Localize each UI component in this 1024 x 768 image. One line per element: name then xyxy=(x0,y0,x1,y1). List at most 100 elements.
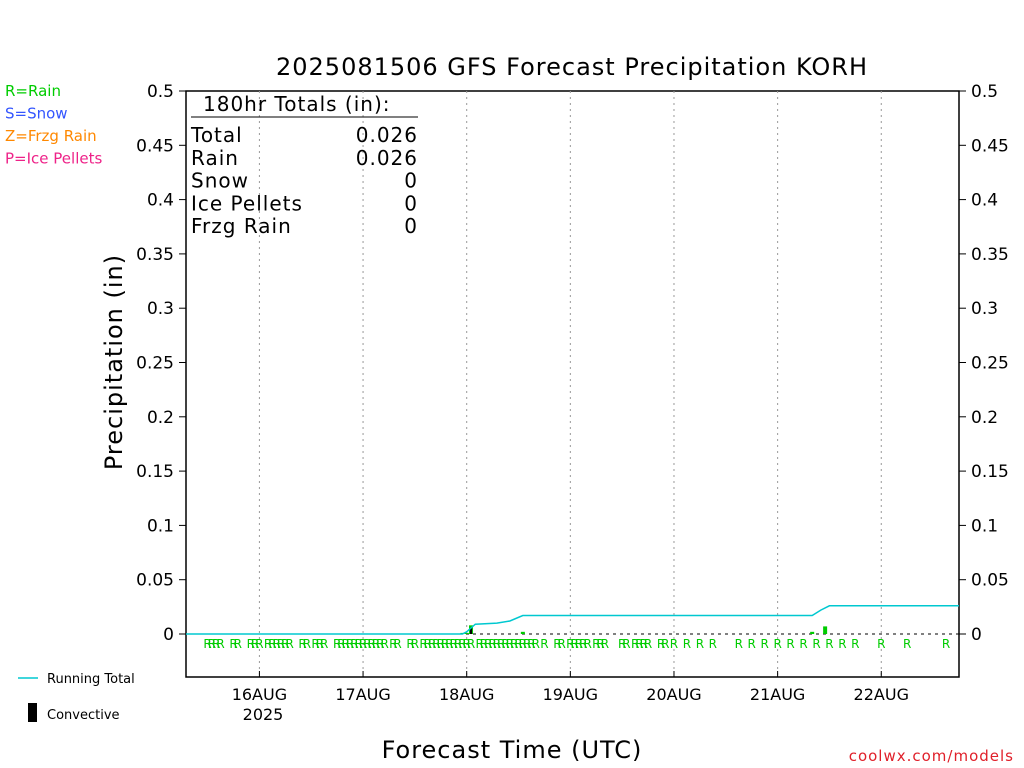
rain-marker: R xyxy=(786,637,794,651)
running-total-legend-label: Running Total xyxy=(47,672,135,687)
chart-title: 2025081506 GFS Forecast Precipitation KO… xyxy=(276,53,868,81)
rain-marker: R xyxy=(838,637,846,651)
rain-marker: R xyxy=(506,637,514,651)
rain-marker: R xyxy=(501,637,509,651)
rain-marker: R xyxy=(592,637,600,651)
rain-marker: R xyxy=(583,637,591,651)
precip-type-legend: R=Rain S=Snow Z=Frzg Rain P=Ice Pellets xyxy=(5,82,102,168)
rain-marker: R xyxy=(575,637,583,651)
rain-marker: R xyxy=(532,637,540,651)
rain-marker: R xyxy=(527,637,535,651)
rain-marker: R xyxy=(683,637,691,651)
rain-marker: R xyxy=(393,637,401,651)
totals-row-label: Total xyxy=(190,123,243,147)
y-tick-label-right: 0.1 xyxy=(971,516,998,536)
rain-marker: R xyxy=(942,637,950,651)
rain-marker: R xyxy=(696,637,704,651)
totals-row-value: 0.026 xyxy=(356,146,418,170)
rain-marker: R xyxy=(320,637,328,651)
y-tick-label-right: 0.4 xyxy=(971,191,998,211)
rain-marker: R xyxy=(480,637,488,651)
rain-marker: R xyxy=(670,637,678,651)
rain-marker: R xyxy=(475,637,483,651)
rain-marker: R xyxy=(363,637,371,651)
rain-marker: R xyxy=(519,637,527,651)
rain-marker: R xyxy=(303,637,311,651)
rain-marker: R xyxy=(523,637,531,651)
rain-marker: R xyxy=(380,637,388,651)
rain-marker: R xyxy=(579,637,587,651)
x-tick-label: 20AUG xyxy=(646,685,701,704)
rain-marker: R xyxy=(540,637,548,651)
rain-bar xyxy=(464,632,469,634)
totals-row-value: 0.026 xyxy=(356,123,418,147)
rain-marker: R xyxy=(458,637,466,651)
rain-marker: R xyxy=(484,637,492,651)
rain-marker: R xyxy=(368,637,376,651)
totals-row-value: 0 xyxy=(404,214,418,238)
rain-marker: R xyxy=(350,637,358,651)
rain-marker: R xyxy=(618,637,626,651)
x-tick-label: 17AUG xyxy=(335,685,390,704)
y-tick-label-right: 0 xyxy=(971,625,982,645)
grid-lines xyxy=(186,91,959,677)
rain-marker: R xyxy=(251,637,259,651)
rain-marker: R xyxy=(640,637,648,651)
rain-marker: R xyxy=(553,637,561,651)
rain-marker: R xyxy=(510,637,518,651)
rain-marker: R xyxy=(229,637,237,651)
rain-marker: R xyxy=(247,637,255,651)
legend-item-1: S=Snow xyxy=(5,105,68,123)
y-axis-label: Precipitation (in) xyxy=(100,254,128,470)
rain-marker: R xyxy=(851,637,859,651)
rain-marker: R xyxy=(748,637,756,651)
precip-bars xyxy=(460,625,828,634)
rain-marker: R xyxy=(437,637,445,651)
y-tick-label-left: 0.15 xyxy=(136,462,174,482)
y-tick-label-left: 0 xyxy=(163,625,174,645)
y-tick-label-left: 0.25 xyxy=(136,354,174,374)
totals-row-label: Snow xyxy=(191,169,249,193)
rain-marker: R xyxy=(760,637,768,651)
x-axis-ticks: 16AUG 17AUG 18AUG 19AUG 20AUG 21AUG 22AUG xyxy=(232,671,909,704)
rain-marker: R xyxy=(268,637,276,651)
rain-marker: R xyxy=(273,637,281,651)
convective-legend-label: Convective xyxy=(47,708,120,723)
rain-marker: R xyxy=(497,637,505,651)
rain-marker: R xyxy=(514,637,522,651)
rain-marker: R xyxy=(406,637,414,651)
rain-marker: R xyxy=(359,637,367,651)
rain-marker: R xyxy=(570,637,578,651)
y-tick-label-left: 0.45 xyxy=(136,136,174,156)
x-tick-label: 18AUG xyxy=(439,685,494,704)
rain-marker: R xyxy=(428,637,436,651)
totals-row-value: 0 xyxy=(404,169,418,193)
y-tick-label-left: 0.1 xyxy=(147,516,174,536)
totals-rows: Total 0.026 Rain 0.026 Snow 0 Ice Pellets 0 Frzg… xyxy=(190,123,418,238)
rain-marker: R xyxy=(424,637,432,651)
rain-marker: R xyxy=(735,637,743,651)
rain-marker: R xyxy=(212,637,220,651)
rain-marker: R xyxy=(661,637,669,651)
rain-marker: R xyxy=(463,637,471,651)
rain-marker: R xyxy=(337,637,345,651)
y-tick-label-left: 0.5 xyxy=(147,82,174,102)
rain-marker: R xyxy=(635,637,643,651)
rain-marker: R xyxy=(333,637,341,651)
year-label: 2025 xyxy=(243,705,284,724)
y-tick-label-left: 0.2 xyxy=(147,408,174,428)
rain-marker: R xyxy=(372,637,380,651)
convective-swatch xyxy=(28,703,37,722)
rain-marker: R xyxy=(596,637,604,651)
rain-marker: R xyxy=(203,637,211,651)
rain-bar xyxy=(823,626,828,634)
y-tick-label-left: 0.05 xyxy=(136,571,174,591)
legend-item-2: Z=Frzg Rain xyxy=(5,127,97,145)
rain-marker: R xyxy=(346,637,354,651)
rain-marker: R xyxy=(411,637,419,651)
x-axis-label: Forecast Time (UTC) xyxy=(382,736,643,764)
y-tick-label-right: 0.05 xyxy=(971,571,1009,591)
rain-marker: R xyxy=(622,637,630,651)
rain-marker: R xyxy=(216,637,224,651)
rain-marker: R xyxy=(773,637,781,651)
